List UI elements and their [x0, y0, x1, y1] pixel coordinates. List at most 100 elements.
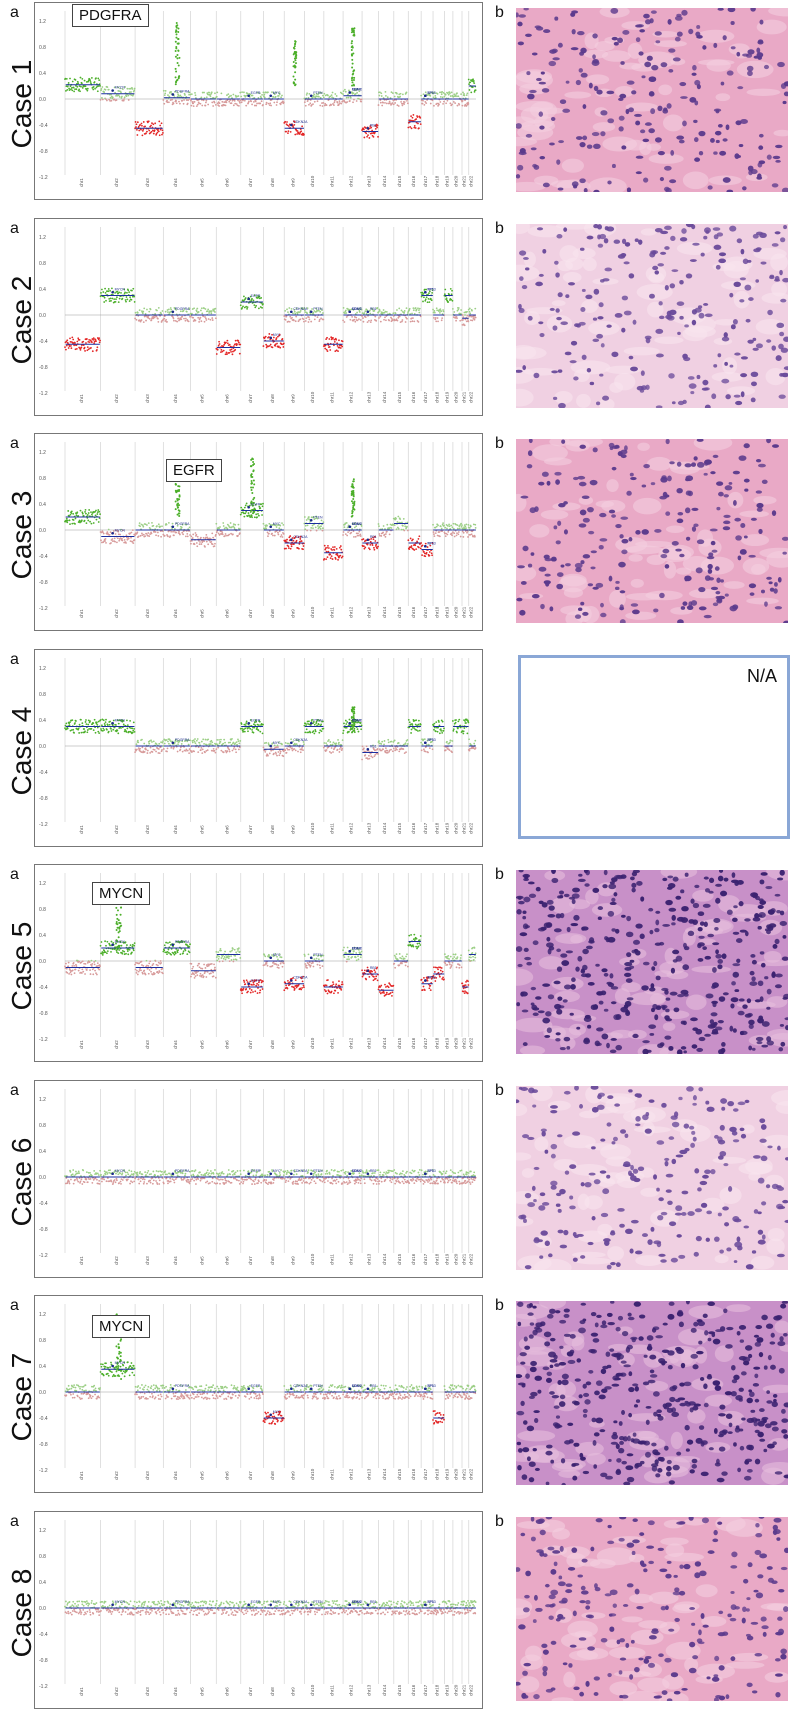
cnv-point: [226, 534, 228, 537]
cnv-point: [400, 100, 402, 103]
cnv-point: [237, 748, 240, 750]
cnv-point: [195, 310, 198, 312]
cell-nucleus: [669, 179, 677, 184]
cnv-point: [230, 743, 233, 746]
cnv-point: [89, 79, 91, 82]
gene-label: PTEN: [313, 515, 323, 519]
cell-nucleus: [519, 609, 526, 616]
cnv-point: [457, 306, 460, 309]
cnv-point: [442, 522, 444, 525]
cnv-point: [86, 87, 89, 90]
cnv-point: [96, 726, 99, 728]
cnv-point: [97, 509, 100, 511]
cnv-point: [296, 130, 299, 132]
cell-nucleus: [527, 563, 533, 568]
cell-nucleus: [525, 33, 532, 37]
chromosome-label: chr8: [270, 609, 275, 618]
cnv-point: [297, 319, 300, 322]
cnv-point: [133, 539, 136, 541]
cnv-point: [414, 728, 417, 730]
cell-nucleus: [586, 235, 594, 240]
stroma-fiber: [614, 86, 635, 98]
gene-marker: [111, 531, 114, 535]
cell-nucleus: [618, 115, 625, 121]
cell-nucleus: [608, 442, 615, 448]
cnv-point: [215, 522, 218, 525]
cnv-point: [414, 544, 417, 547]
cnv-point: [244, 296, 247, 299]
cell-nucleus: [520, 495, 529, 499]
cnv-point: [352, 523, 354, 525]
cnv-point: [271, 741, 274, 744]
cnv-point: [465, 105, 468, 107]
stroma-fiber: [714, 318, 738, 325]
cnv-point: [245, 104, 248, 107]
cnv-point: [340, 92, 343, 95]
cnv-point: [117, 300, 120, 303]
amplification-point: [351, 509, 354, 512]
cell-nucleus: [783, 620, 788, 623]
cnv-point: [125, 300, 127, 303]
cnv-point: [218, 738, 220, 741]
cnv-point: [320, 316, 323, 319]
cell-nucleus: [538, 320, 544, 324]
cnv-point: [151, 129, 154, 132]
cnv-point: [386, 96, 389, 99]
cell-nucleus: [521, 284, 528, 289]
cnv-point: [417, 127, 420, 130]
cell-nucleus: [563, 501, 568, 505]
cnv-point: [90, 511, 92, 514]
cnv-point: [271, 524, 274, 526]
cnv-point: [291, 537, 294, 539]
cell-nucleus: [691, 462, 697, 467]
cell-nucleus: [592, 586, 599, 590]
cell-nucleus: [771, 183, 779, 188]
cnv-point: [421, 742, 424, 745]
cnv-point: [201, 311, 204, 314]
cell-nucleus: [714, 566, 720, 571]
cnv-point: [210, 749, 213, 752]
cnv-point: [84, 349, 86, 352]
chromosome-label: chr10: [310, 606, 315, 618]
cnv-point: [94, 510, 96, 513]
cell-nucleus: [729, 225, 737, 232]
cnv-point: [136, 128, 138, 131]
amplification-point: [178, 56, 181, 59]
cnv-point: [346, 526, 349, 529]
chromosome-label: chr9: [290, 609, 295, 618]
cnv-point: [442, 308, 444, 311]
cnv-point: [91, 349, 94, 352]
cnv-point: [390, 740, 393, 742]
amplification-point: [293, 47, 296, 50]
cnv-point: [209, 318, 212, 321]
cell-nucleus: [783, 91, 788, 97]
cnv-point: [467, 78, 470, 81]
stroma-fiber: [523, 251, 536, 267]
cnv-point: [172, 747, 175, 750]
amplification-point: [250, 479, 253, 482]
cnv-point: [190, 312, 193, 315]
panel-a-label: a: [10, 219, 19, 237]
cnv-point: [66, 727, 69, 729]
cnv-point: [88, 340, 91, 343]
chromosome-label: chr3: [145, 609, 150, 618]
cnv-point: [279, 524, 282, 527]
cnv-point: [179, 318, 181, 320]
cnv-point: [243, 515, 246, 518]
cnv-point: [449, 95, 452, 97]
cnv-point: [248, 726, 250, 729]
stroma-fiber: [637, 442, 650, 451]
cnv-point: [144, 535, 147, 538]
cnv-point: [326, 336, 328, 339]
amplification-point: [178, 515, 181, 518]
cnv-point: [370, 537, 373, 540]
cnv-point: [228, 95, 231, 98]
cell-nucleus: [569, 359, 577, 363]
cnv-point: [394, 311, 397, 314]
cnv-point: [344, 311, 346, 314]
cell-nucleus: [549, 307, 555, 311]
amplification-point: [250, 501, 253, 504]
cnv-point: [118, 290, 121, 293]
cell-nucleus: [623, 260, 630, 264]
cnv-point: [136, 531, 139, 534]
